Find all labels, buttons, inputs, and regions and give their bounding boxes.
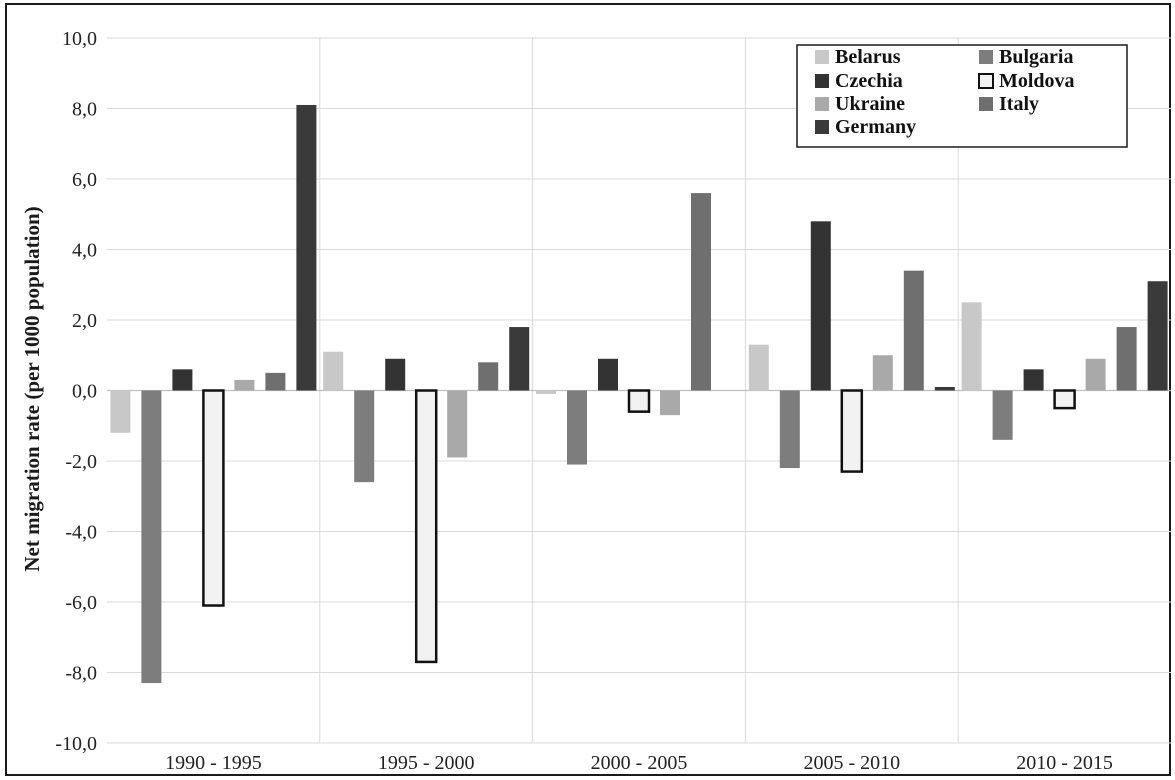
legend-swatch [979,97,993,111]
bar-italy [903,270,924,391]
bar-bulgaria [779,390,800,469]
y-tick-label: 0,0 [72,381,97,403]
bar-belarus [748,344,769,391]
legend-label: Italy [999,93,1039,115]
legend-swatch [815,120,829,134]
bar-ukraine [1085,358,1106,391]
legend-swatch [815,97,829,111]
bar-moldova [840,389,864,473]
y-tick-label: -2,0 [65,451,97,473]
y-tick-label: 8,0 [72,99,97,121]
bar-germany [296,104,317,391]
y-tick-label: 10,0 [62,28,97,50]
legend-swatch [978,73,994,89]
bar-germany [934,386,955,391]
bar-czechia [810,221,831,391]
bar-moldova [627,389,651,413]
legend-swatch [979,50,993,64]
bar-belarus [961,302,982,391]
bar-italy [478,362,499,391]
y-axis: -10,0 -8,0 -6,0 -4,0 -2,0 0,0 2,0 4,0 6,0 8,0 10,0 [55,28,97,755]
y-axis-label: Net migration rate (per 1000 population) [20,206,44,571]
bar-moldova [414,389,438,664]
bar-belarus [110,390,131,433]
y-tick-label: -8,0 [65,663,97,685]
bar-moldova [1053,389,1076,410]
x-tick-label: 1995 - 2000 [378,752,475,774]
y-tick-label: 2,0 [72,310,97,332]
legend-box [796,44,1128,148]
legend-swatch [815,74,829,88]
bar-italy [1116,327,1137,391]
legend-label: Bulgaria [999,46,1073,68]
legend-swatch [815,50,829,64]
x-tick-label: 2000 - 2005 [591,752,688,774]
bar-bulgaria [141,390,162,684]
bar-ukraine [234,379,255,391]
bar-ukraine [660,390,680,416]
bar-czechia [172,369,193,391]
legend-label: Belarus [835,46,901,68]
x-axis: 1990 - 1995 1995 - 2000 2000 - 2005 2005 - … [165,752,1113,774]
chart-frame: -10,0 -8,0 -6,0 -4,0 -2,0 0,0 2,0 4,0 6,0 8,0 10,0… [5,3,1171,776]
y-tick-label: -10,0 [55,733,97,755]
bar-czechia [598,358,618,391]
x-tick-label: 1990 - 1995 [165,752,262,774]
bar-italy [691,193,711,391]
bar-bulgaria [567,390,587,465]
bar-ukraine [447,390,468,458]
bar-belarus [536,390,556,395]
x-tick-label: 2005 - 2010 [803,752,900,774]
bar-bulgaria [354,390,375,483]
y-tick-label: -6,0 [65,592,97,614]
y-tick-label: 6,0 [72,169,97,191]
legend: Belarus Bulgaria Czechia Moldova Ukraine Ital… [796,44,1128,148]
bar-bulgaria [992,390,1013,440]
bar-germany [509,327,530,391]
x-tick-label: 2010 - 2015 [1016,752,1113,774]
bar-ukraine [872,355,893,391]
bars [110,104,1168,684]
bar-czechia [385,358,406,391]
bar-germany [1147,281,1168,391]
legend-label: Germany [835,116,916,138]
y-tick-label: -4,0 [65,522,97,544]
bar-czechia [1023,369,1044,391]
y-tick-label: 4,0 [72,240,97,262]
bar-moldova [202,389,225,607]
legend-label: Czechia [835,70,903,92]
bar-italy [265,372,286,391]
legend-label: Moldova [999,70,1075,92]
bar-chart: -10,0 -8,0 -6,0 -4,0 -2,0 0,0 2,0 4,0 6,0 8,0 10,0… [20,28,1171,774]
legend-label: Ukraine [835,93,905,115]
bar-belarus [323,351,344,391]
